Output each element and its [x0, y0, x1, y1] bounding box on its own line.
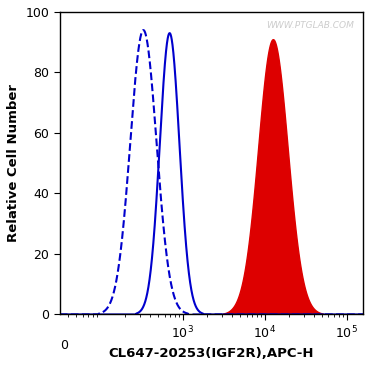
X-axis label: CL647-20253(IGF2R),APC-H: CL647-20253(IGF2R),APC-H — [109, 347, 314, 360]
Y-axis label: Relative Cell Number: Relative Cell Number — [7, 84, 20, 242]
Text: 0: 0 — [60, 339, 68, 352]
Text: WWW.PTGLAB.COM: WWW.PTGLAB.COM — [266, 21, 354, 30]
